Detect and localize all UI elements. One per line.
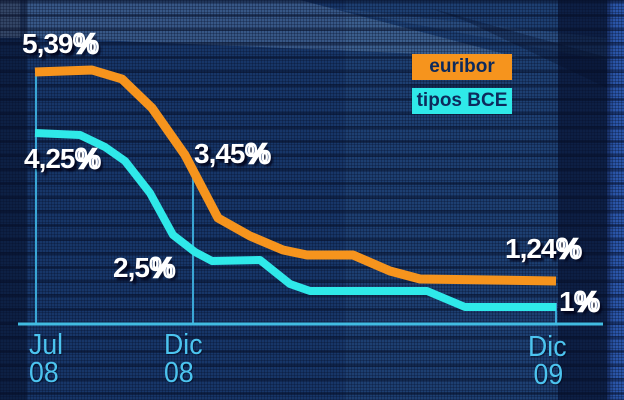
annotation-value: 5,39 xyxy=(22,28,73,59)
tick-month: Jul xyxy=(29,329,64,361)
legend-item-tipos-bce: tipos BCE xyxy=(412,88,512,114)
tick-year: 08 xyxy=(164,357,194,389)
percent-sign: % xyxy=(244,137,271,170)
annotation-bce-mid: 2,5% xyxy=(113,251,176,284)
annotation-euribor-start: 5,39% xyxy=(22,27,100,60)
tick-jul-08: Jul 08 xyxy=(29,329,64,389)
percent-sign: % xyxy=(149,251,176,284)
tick-month: Dic xyxy=(164,329,203,361)
percent-sign: % xyxy=(555,232,582,265)
annotation-value: 3,45 xyxy=(194,138,245,169)
annotation-value: 4,25 xyxy=(24,143,75,174)
percent-sign: % xyxy=(74,142,101,175)
tick-month: Dic xyxy=(528,331,567,363)
tick-year: 08 xyxy=(29,357,59,389)
annotation-value: 1 xyxy=(559,286,575,317)
annotation-value: 2,5 xyxy=(113,252,150,283)
percent-sign: % xyxy=(573,285,600,318)
tick-year: 09 xyxy=(533,359,564,391)
tick-dic-08: Dic 08 xyxy=(164,329,203,389)
series-line-euribor xyxy=(34,65,557,286)
legend-item-euribor: euribor xyxy=(412,54,512,80)
percent-sign: % xyxy=(72,27,99,60)
legend-label-euribor: euribor xyxy=(429,56,495,77)
annotation-bce-end: 1% xyxy=(559,285,601,318)
tick-dic-09: Dic 09 xyxy=(528,331,567,391)
annotation-bce-start: 4,25% xyxy=(24,142,102,175)
series-line-tipos-bce xyxy=(34,129,556,311)
annotation-euribor-mid: 3,45% xyxy=(194,137,272,170)
legend-label-tipos-bce: tipos BCE xyxy=(416,90,508,111)
annotation-euribor-end: 1,24% xyxy=(505,232,583,265)
annotation-value: 1,24 xyxy=(505,233,556,264)
